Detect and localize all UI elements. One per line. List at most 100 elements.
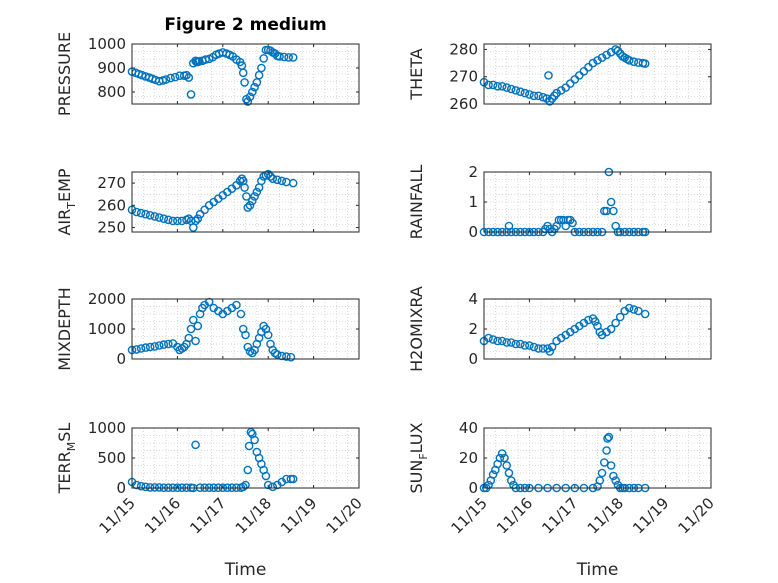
data-point	[545, 347, 555, 356]
x-tick-label: 11/17	[538, 494, 581, 537]
data-point	[248, 87, 257, 97]
data-point	[495, 453, 505, 463]
data-point	[520, 88, 530, 98]
data-point	[186, 324, 196, 334]
y-tick-label: 260	[97, 196, 126, 214]
data-point	[132, 345, 141, 354]
data-point	[500, 453, 509, 463]
data-point	[243, 97, 253, 106]
data-series	[127, 297, 296, 362]
axes-frame	[483, 43, 712, 105]
axes-frame	[131, 427, 360, 489]
data-point	[504, 468, 514, 478]
y-tick-label: 900	[97, 59, 126, 77]
data-point	[263, 480, 273, 490]
data-point	[497, 449, 507, 458]
data-point	[154, 213, 164, 222]
y-tick-label: 280	[449, 40, 478, 58]
data-point	[137, 70, 147, 80]
data-point	[164, 215, 173, 225]
data-point	[506, 84, 516, 94]
data-point	[235, 176, 245, 186]
data-point	[502, 83, 512, 92]
y-tick-label: 1000	[88, 35, 126, 53]
x-tick-label: 11/16	[493, 494, 536, 537]
minor-grid	[484, 428, 711, 488]
y-tick-label: 0	[116, 350, 126, 368]
y-tick-label: 4	[468, 290, 478, 308]
y-axis-label: SUNFLUX	[407, 422, 430, 493]
y-tick-label: 1	[468, 193, 478, 211]
data-point	[493, 81, 502, 91]
data-point	[186, 90, 196, 99]
data-point	[173, 216, 182, 226]
data-point	[193, 214, 203, 223]
data-point	[132, 480, 141, 490]
x-tick-label: 11/18	[232, 494, 275, 537]
data-point	[263, 330, 273, 340]
data-point	[529, 91, 539, 101]
data-point	[236, 309, 246, 319]
data-point	[141, 482, 150, 492]
data-point	[603, 434, 612, 443]
data-point	[534, 344, 543, 353]
y-tick-label: 270	[97, 174, 126, 192]
y-axis-label: TERRMSL	[55, 423, 78, 495]
y-tick-label: 20	[459, 449, 478, 467]
data-point	[597, 468, 607, 478]
data-point	[606, 324, 616, 334]
data-point	[595, 476, 605, 485]
y-tick-label: 0	[468, 223, 478, 241]
data-point	[604, 432, 614, 442]
data-point	[484, 80, 493, 90]
minor-grid	[132, 44, 359, 104]
y-tick-label: 2	[468, 163, 478, 181]
data-point	[141, 343, 150, 352]
y-tick-label: 500	[97, 449, 126, 467]
data-point	[184, 333, 194, 343]
data-point	[159, 340, 169, 349]
x-axis-label: Time	[576, 560, 619, 580]
data-point	[166, 73, 175, 83]
data-point	[240, 183, 249, 192]
data-point	[624, 303, 634, 313]
subplot-terr-msl: 0 500 1000 TERRMSL 11/15 11/16 11/17 11/18 11/19…	[55, 419, 366, 580]
data-point	[257, 176, 266, 186]
data-point	[132, 207, 141, 217]
data-point	[164, 339, 173, 349]
data-point	[538, 344, 548, 353]
data-point	[597, 53, 607, 62]
data-point	[602, 50, 611, 60]
y-axis-label: THETA	[407, 48, 426, 100]
data-point	[250, 192, 259, 201]
data-point	[193, 321, 203, 331]
data-point	[154, 483, 164, 492]
data-point	[232, 300, 241, 310]
data-series	[127, 169, 298, 232]
data-point	[525, 90, 534, 99]
data-point	[497, 336, 507, 346]
x-tick-label: 11/18	[584, 494, 627, 537]
data-point	[136, 208, 146, 218]
data-point	[145, 211, 155, 220]
data-point	[288, 178, 298, 188]
data-point	[141, 209, 150, 219]
data-point	[275, 52, 284, 61]
data-point	[244, 441, 254, 451]
data-point	[170, 72, 180, 82]
data-point	[497, 81, 507, 91]
y-axis-label: MIXDEPTH	[55, 287, 74, 370]
data-point	[266, 172, 275, 181]
data-point	[182, 70, 191, 80]
data-point	[191, 336, 200, 346]
data-point	[488, 335, 498, 344]
y-tick-label: 270	[449, 68, 478, 86]
x-tick-label: 11/19	[629, 494, 672, 537]
data-point	[250, 82, 259, 92]
x-tick-label: 11/15	[448, 494, 491, 537]
data-point	[150, 212, 159, 221]
data-point	[288, 474, 298, 484]
subplot-h2omixra: 0 2 4 H2OMIXRA	[407, 286, 712, 372]
data-point	[188, 315, 198, 325]
